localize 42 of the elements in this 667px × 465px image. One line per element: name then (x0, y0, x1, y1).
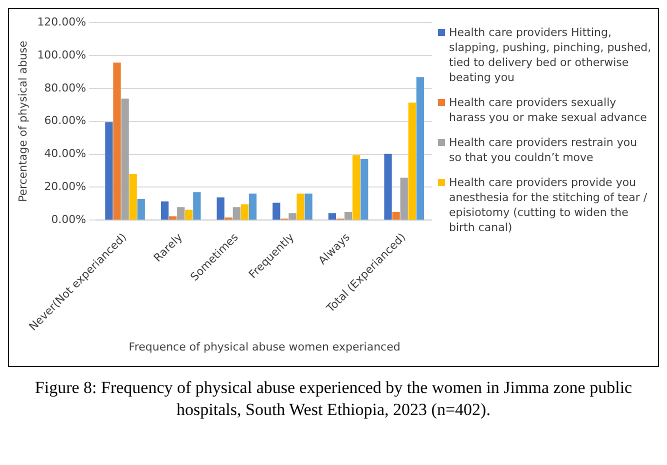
y-tick-label: 80.00% (44, 81, 86, 94)
bar (408, 102, 416, 220)
bar (304, 194, 312, 220)
bar (384, 154, 392, 220)
bar (193, 192, 201, 220)
bar (113, 62, 121, 220)
y-tick-label: 40.00% (44, 147, 86, 160)
legend-label: Health care providers Hitting, slapping, pushing, pinching, pushed, tied to delivery bed or otherwise beating you (449, 25, 652, 85)
bar (185, 210, 193, 220)
y-tick-label: 20.00% (44, 180, 86, 194)
y-tick-label: 60.00% (44, 114, 86, 128)
bar (129, 174, 137, 220)
bar (169, 216, 177, 220)
bar (160, 201, 169, 220)
legend-label: Health care providers restrain you so that you couldn’t move (449, 135, 638, 165)
bar (137, 199, 145, 220)
bar (416, 77, 424, 220)
bar (344, 212, 352, 220)
y-axis-title: Percentage of physical abuse (16, 40, 30, 202)
bar (288, 213, 296, 220)
caption: Figure 8: Frequency of physical abuse experienced by the women in Jimma zone public hospitals, South West Ethiopia, 2023 (n=402). (34, 377, 634, 421)
bar (328, 213, 336, 220)
bar (352, 155, 360, 220)
legend-label: Health care providers sexually harass you or make sexual advance (449, 95, 648, 125)
y-tick-label: 0.00% (51, 212, 86, 226)
bar (360, 159, 368, 220)
bar (121, 98, 129, 220)
bar (392, 212, 400, 220)
bar (272, 202, 280, 220)
bar (232, 207, 240, 220)
bar (216, 197, 224, 220)
bar (296, 194, 304, 220)
bar (400, 178, 408, 220)
x-axis-title: Frequence of physical abuse women experianced (128, 340, 400, 354)
bar (177, 207, 185, 220)
y-tick-label: 100.00% (37, 48, 86, 62)
y-tick-label: 120.00% (37, 15, 86, 28)
bar (105, 122, 113, 220)
bar (224, 217, 232, 220)
bar (248, 194, 257, 220)
legend-label: Health care providers provide you anesthesia for the stitching of tear / episiotomy (cutting to widen the birth canal) (449, 175, 648, 235)
bar (240, 204, 249, 220)
